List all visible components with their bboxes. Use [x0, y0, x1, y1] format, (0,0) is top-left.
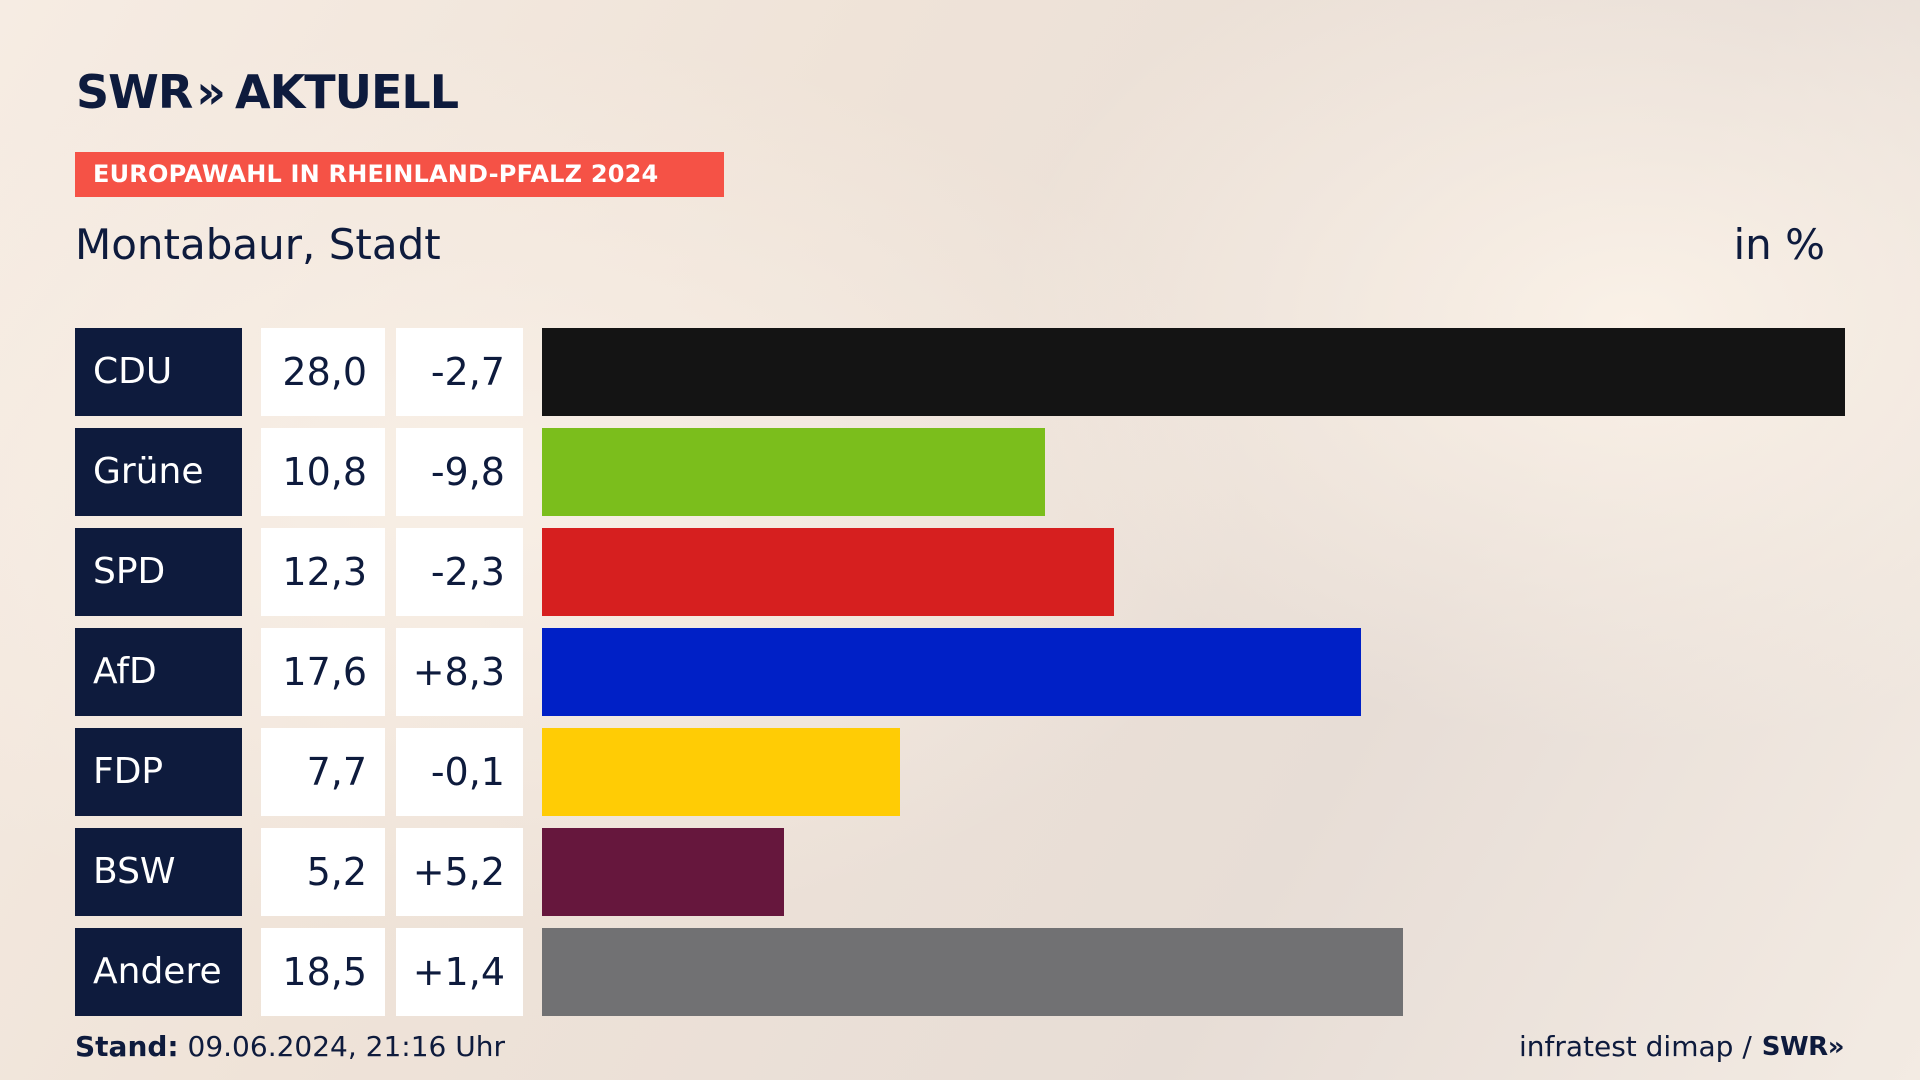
vote-change-value: +1,4: [396, 928, 523, 1016]
chart-subtitle: Montabaur, Stadt: [75, 220, 441, 269]
logo-text: SWR: [76, 65, 193, 119]
party-label: Andere: [75, 928, 242, 1016]
vote-share-value: 18,5: [261, 928, 385, 1016]
result-bar: [542, 328, 1845, 416]
election-tag: EUROPAWAHL IN RHEINLAND-PFALZ 2024: [75, 152, 724, 197]
source-credit: infratest dimap / SWR»: [1518, 1030, 1845, 1063]
result-bar: [542, 828, 784, 916]
chevrons-icon: »: [196, 65, 226, 119]
unit-label: in %: [1733, 220, 1825, 269]
party-label: Grüne: [75, 428, 242, 516]
result-bar: [542, 728, 900, 816]
logo-suffix: AKTUELL: [235, 65, 459, 119]
vote-change-value: -2,7: [396, 328, 523, 416]
timestamp: Stand: 09.06.2024, 21:16 Uhr: [75, 1030, 505, 1063]
vote-share-value: 17,6: [261, 628, 385, 716]
vote-change-value: -9,8: [396, 428, 523, 516]
result-row: Grüne 10,8 -9,8: [75, 428, 1845, 516]
vote-share-value: 12,3: [261, 528, 385, 616]
result-bar: [542, 528, 1114, 616]
vote-share-value: 10,8: [261, 428, 385, 516]
party-label: BSW: [75, 828, 242, 916]
result-row: SPD 12,3 -2,3: [75, 528, 1845, 616]
result-row: FDP 7,7 -0,1: [75, 728, 1845, 816]
source-text: infratest dimap /: [1518, 1030, 1752, 1063]
vote-change-value: +8,3: [396, 628, 523, 716]
result-bar: [542, 628, 1361, 716]
vote-change-value: -0,1: [396, 728, 523, 816]
party-label: FDP: [75, 728, 242, 816]
small-chevrons-icon: »: [1827, 1031, 1845, 1062]
result-row: BSW 5,2 +5,2: [75, 828, 1845, 916]
party-label: CDU: [75, 328, 242, 416]
result-row: Andere 18,5 +1,4: [75, 928, 1845, 1016]
stand-label: Stand:: [75, 1030, 179, 1063]
stand-value: 09.06.2024, 21:16 Uhr: [187, 1030, 505, 1063]
party-label: AfD: [75, 628, 242, 716]
vote-share-value: 7,7: [261, 728, 385, 816]
vote-share-value: 28,0: [261, 328, 385, 416]
swr-aktuell-logo: SWR » AKTUELL: [76, 65, 459, 119]
small-logo-text: SWR: [1761, 1031, 1828, 1062]
swr-small-logo: SWR»: [1761, 1031, 1845, 1062]
result-row: AfD 17,6 +8,3: [75, 628, 1845, 716]
result-bar: [542, 928, 1403, 1016]
party-label: SPD: [75, 528, 242, 616]
result-bar: [542, 428, 1045, 516]
vote-share-value: 5,2: [261, 828, 385, 916]
vote-change-value: +5,2: [396, 828, 523, 916]
result-row: CDU 28,0 -2,7: [75, 328, 1845, 416]
vote-change-value: -2,3: [396, 528, 523, 616]
